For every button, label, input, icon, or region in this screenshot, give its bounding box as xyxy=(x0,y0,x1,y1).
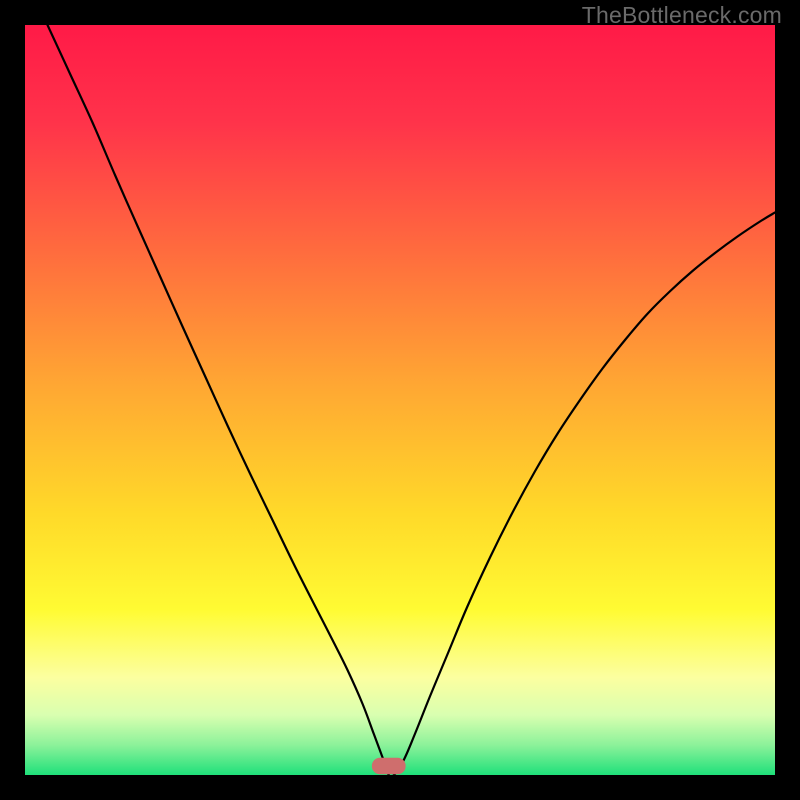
figure-container: TheBottleneck.com xyxy=(0,0,800,800)
plot-background-gradient xyxy=(25,25,775,775)
minimum-marker xyxy=(372,758,406,775)
bottleneck-chart xyxy=(0,0,800,800)
watermark-text: TheBottleneck.com xyxy=(582,2,782,29)
